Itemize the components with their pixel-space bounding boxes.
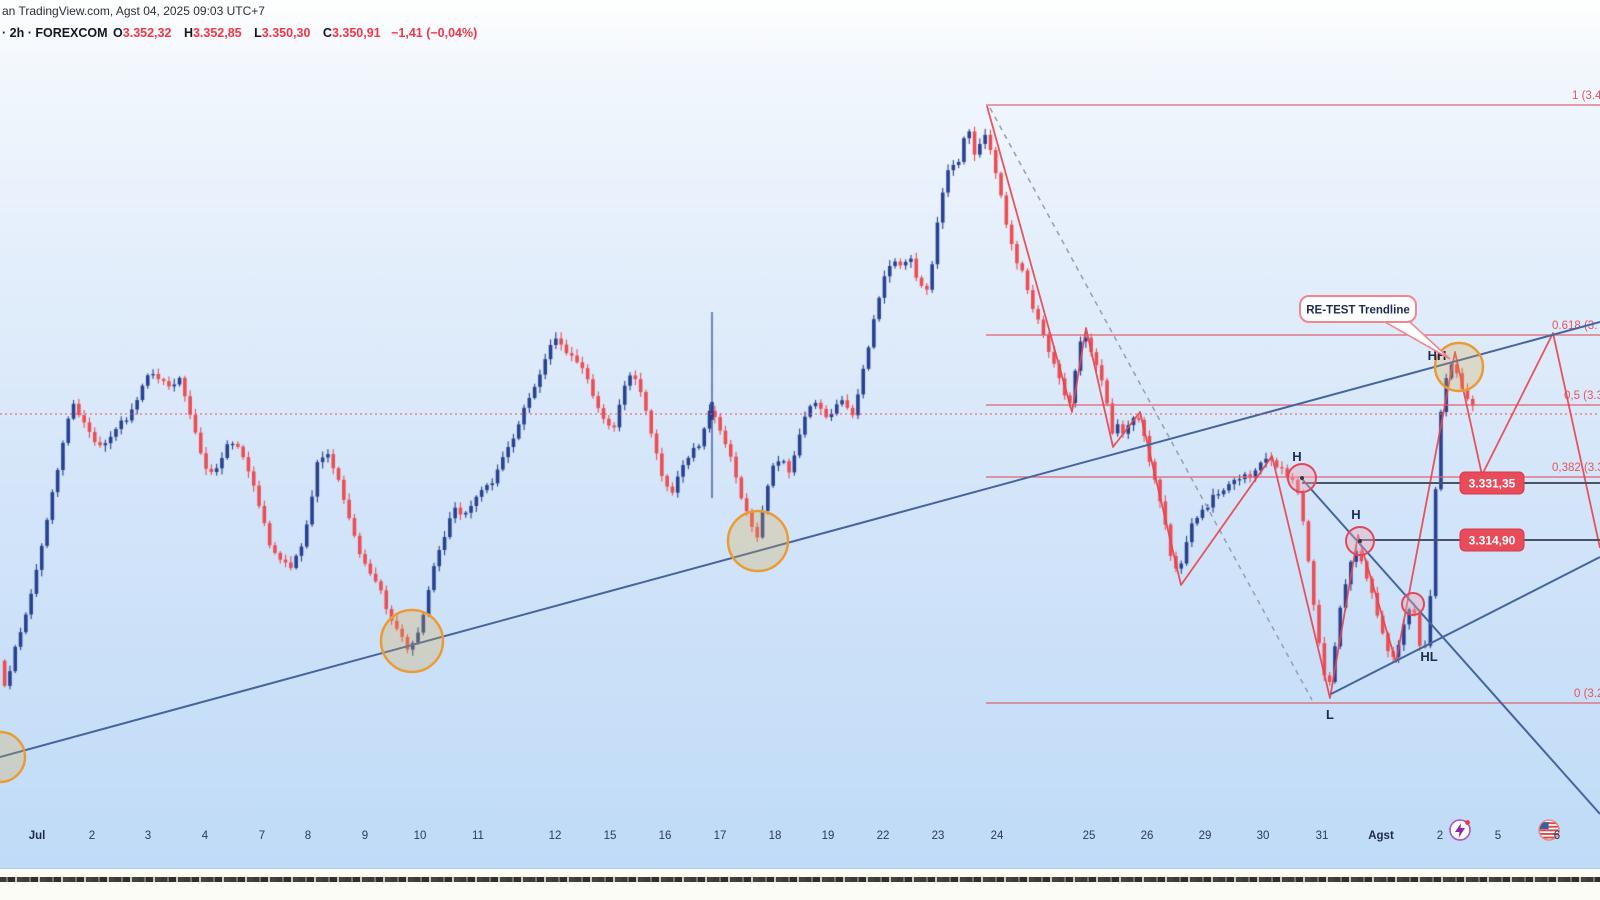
axis-tick-3: 3 (144, 830, 152, 842)
descending-line-from-H[interactable] (1301, 478, 1600, 815)
axis-tick-9: 9 (361, 830, 369, 842)
axis-tick-agst: Agst (1368, 830, 1394, 842)
fib-level-label: 0.618 (3. (1552, 320, 1597, 332)
axis-tick-2: 2 (1436, 830, 1444, 842)
low-value: 3.350,30 (261, 26, 311, 40)
axis-tick-4: 4 (201, 830, 209, 842)
chart-plot-area[interactable]: 1 (3.4 0.618 (3. 0,5 (3.3 0,382 (3.3 0 (3.2 3… (0, 0, 1600, 869)
low-label: L (254, 26, 262, 40)
callout-bubble[interactable] (1299, 295, 1417, 323)
axis-tick-17: 17 (713, 830, 727, 842)
trendline-touch-circle-3[interactable] (1433, 341, 1485, 393)
ascending-line-from-L[interactable] (1330, 556, 1600, 695)
price-tag-text: 3.314,90 (1469, 534, 1516, 548)
axis-tick-15: 15 (603, 830, 617, 842)
high-value: 3.352,85 (192, 26, 242, 40)
axis-tick-5: 5 (1494, 830, 1502, 842)
high-label: H (183, 26, 193, 40)
cropped-lower-pane-strip (0, 877, 1600, 882)
axis-tick-23: 23 (931, 830, 945, 842)
fib-level-label: 0,5 (3.3 (1564, 390, 1600, 402)
price-tag-box[interactable] (1459, 471, 1525, 495)
open-value: 3.352,32 (122, 26, 172, 40)
axis-tick-16: 16 (658, 830, 672, 842)
axis-tick-18: 18 (768, 830, 782, 842)
fib-level-label: 0,382 (3.3 (1552, 462, 1600, 474)
close-value: 3.350,91 (331, 26, 381, 40)
bottom-margin-area (0, 869, 1600, 900)
axis-tick-10: 10 (413, 830, 427, 842)
fib-level-label: 1 (3.4 (1572, 90, 1600, 102)
price-tag-text: 3.331,35 (1469, 477, 1516, 491)
axis-tick-26: 26 (1140, 830, 1154, 842)
axis-tick-24: 24 (990, 830, 1004, 842)
swing-label-hl: HL (1420, 649, 1437, 664)
swing-label-h: H (1292, 449, 1301, 464)
axis-tick-6: 6 (1553, 830, 1561, 842)
axis-tick-31: 31 (1315, 830, 1329, 842)
trendline-touch-circle-1[interactable] (379, 608, 445, 674)
main-ascending-trendline[interactable] (0, 321, 1600, 758)
open-label: O (113, 26, 123, 40)
axis-tick-25: 25 (1082, 830, 1096, 842)
candlestick-canvas[interactable] (0, 0, 1600, 868)
axis-tick-30: 30 (1256, 830, 1270, 842)
axis-tick-22: 22 (876, 830, 890, 842)
axis-tick-19: 19 (821, 830, 835, 842)
swing-label-h: H (1351, 507, 1360, 522)
axis-tick-7: 7 (258, 830, 266, 842)
trendline-touch-circle-2[interactable] (726, 509, 790, 573)
change-value: −1,41 (−0,04%) (391, 26, 478, 40)
axis-tick-29: 29 (1198, 830, 1212, 842)
symbol-info-row[interactable]: · 2h · FOREXCOM O3.352,32 H3.352,85 L3.3… (2, 26, 477, 40)
swing-anchor-dot (1300, 476, 1304, 480)
swing-anchor-dot (1358, 539, 1362, 543)
callout-text: RE-TEST Trendline (1306, 305, 1410, 317)
callout-tail (1377, 317, 1451, 360)
axis-tick-12: 12 (548, 830, 562, 842)
swing-label-l: L (1326, 707, 1334, 722)
us-flag-icon[interactable] (1538, 819, 1560, 841)
close-label: C (322, 26, 332, 40)
lightning-event-icon[interactable] (1449, 819, 1471, 841)
axis-tick-jul: Jul (28, 830, 46, 842)
trendline-touch-circle-0[interactable] (0, 730, 27, 784)
dashed-peak-to-low-line[interactable] (989, 107, 1313, 701)
chart-attribution: an TradingView.com, Agst 04, 2025 09:03 … (2, 4, 265, 18)
axis-tick-2: 2 (88, 830, 96, 842)
timeframe-exchange-label: · 2h · FOREXCOM (2, 26, 108, 40)
fib-level-label: 0 (3.2 (1574, 688, 1600, 700)
axis-tick-8: 8 (304, 830, 312, 842)
date-axis[interactable]: Jul 2 3 4 7 8 9 10 11 12 15 16 17 18 19 22 23 24 25 26 29 30 3… (0, 826, 1600, 852)
axis-tick-11: 11 (472, 830, 484, 842)
price-tag-box[interactable] (1459, 528, 1525, 552)
annotations-overlay: 1 (3.4 0.618 (3. 0,5 (3.3 0,382 (3.3 0 (3.2 3… (0, 90, 1600, 841)
price-wave-zigzag[interactable] (986, 105, 1600, 699)
swing-highlight-circle-2[interactable] (1401, 592, 1425, 616)
